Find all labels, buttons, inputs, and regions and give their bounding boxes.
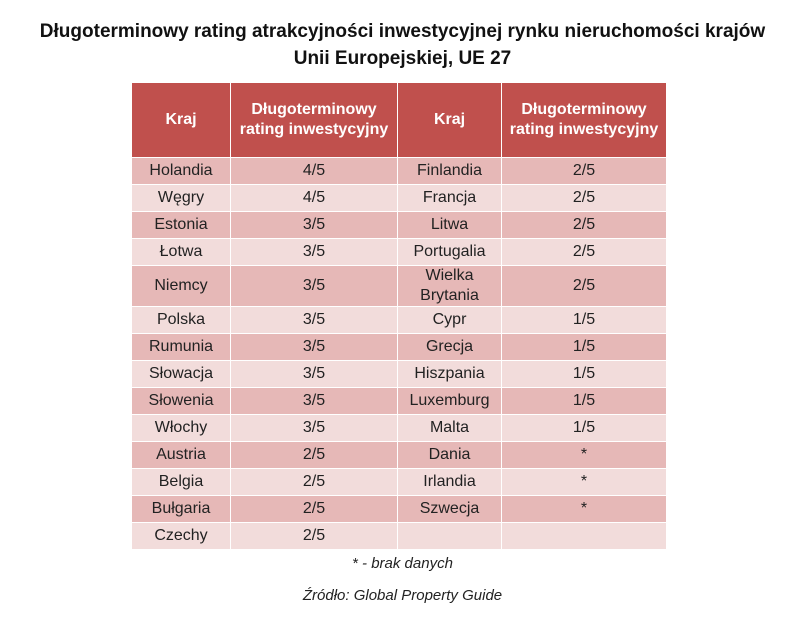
table-row: Bułgaria 2/5 Szwecja * [131, 495, 667, 523]
table-cell: 3/5 [230, 265, 398, 307]
table-cell: Czechy [131, 522, 231, 550]
table-cell: 2/5 [501, 211, 667, 239]
table-row: Estonia 3/5 Litwa 2/5 [131, 211, 667, 239]
table-cell: Bułgaria [131, 495, 231, 523]
table-cell: * [501, 468, 667, 496]
header-row: Kraj Długoterminowy rating inwestycyjny Kr… [131, 82, 667, 158]
table-cell: Cypr [397, 306, 502, 334]
header-cell: Długoterminowy rating inwestycyjny [501, 82, 667, 158]
table-cell: Francja [397, 184, 502, 212]
table-cell: Słowacja [131, 360, 231, 388]
table-cell: 2/5 [501, 238, 667, 266]
table-cell [501, 522, 667, 550]
table-cell: 2/5 [230, 468, 398, 496]
table-cell: 2/5 [230, 441, 398, 469]
table-cell: Portugalia [397, 238, 502, 266]
table-cell: 2/5 [501, 157, 667, 185]
table-row: Węgry 4/5 Francja 2/5 [131, 184, 667, 212]
table-row: Niemcy 3/5 Wielka Brytania 2/5 [131, 265, 667, 307]
source: Źródło: Global Property Guide [302, 587, 503, 604]
table-row: Słowenia 3/5 Luxemburg 1/5 [131, 387, 667, 415]
table-cell: Litwa [397, 211, 502, 239]
table-cell: 3/5 [230, 211, 398, 239]
table-cell: * [501, 441, 667, 469]
table-cell: 1/5 [501, 333, 667, 361]
table-cell: 1/5 [501, 414, 667, 442]
table-cell: Włochy [131, 414, 231, 442]
header-cell: Kraj [131, 82, 231, 158]
table-row: Łotwa 3/5 Portugalia 2/5 [131, 238, 667, 266]
table-cell: 2/5 [501, 265, 667, 307]
table-cell: Szwecja [397, 495, 502, 523]
table-cell: 2/5 [501, 184, 667, 212]
table-row: Włochy 3/5 Malta 1/5 [131, 414, 667, 442]
note: * - brak danych [352, 555, 453, 572]
table-body: Holandia 4/5 Finlandia 2/5 Węgry 4/5 Francja 2/… [131, 157, 667, 550]
table-cell: Austria [131, 441, 231, 469]
table-row: Rumunia 3/5 Grecja 1/5 [131, 333, 667, 361]
table-cell: Wielka Brytania [397, 265, 502, 307]
table-cell: Belgia [131, 468, 231, 496]
table-row: Holandia 4/5 Finlandia 2/5 [131, 157, 667, 185]
header-cell: Długoterminowy rating inwestycyjny [230, 82, 398, 158]
header-cell: Kraj [397, 82, 502, 158]
table-cell: 3/5 [230, 360, 398, 388]
table-cell: 2/5 [230, 522, 398, 550]
table-cell: 2/5 [230, 495, 398, 523]
table-cell: Holandia [131, 157, 231, 185]
table-cell: 1/5 [501, 387, 667, 415]
table-cell: Hiszpania [397, 360, 502, 388]
table-cell: Estonia [131, 211, 231, 239]
table-cell: 1/5 [501, 360, 667, 388]
table-cell: Węgry [131, 184, 231, 212]
table-cell: 3/5 [230, 238, 398, 266]
table-cell: Finlandia [397, 157, 502, 185]
table-cell: Malta [397, 414, 502, 442]
table-cell: Rumunia [131, 333, 231, 361]
rating-table: Kraj Długoterminowy rating inwestycyjny Kr… [131, 82, 667, 550]
table-cell: Grecja [397, 333, 502, 361]
table-cell: Niemcy [131, 265, 231, 307]
table-cell: 3/5 [230, 333, 398, 361]
table-row: Polska 3/5 Cypr 1/5 [131, 306, 667, 334]
table-cell: Łotwa [131, 238, 231, 266]
table-cell: 4/5 [230, 157, 398, 185]
table-cell: 3/5 [230, 387, 398, 415]
table-cell: Luxemburg [397, 387, 502, 415]
table-cell: 4/5 [230, 184, 398, 212]
table-row: Belgia 2/5 Irlandia * [131, 468, 667, 496]
table-cell: Polska [131, 306, 231, 334]
table-cell: Irlandia [397, 468, 502, 496]
table-cell: 1/5 [501, 306, 667, 334]
title: Długoterminowy rating atrakcyjności inwe… [39, 21, 766, 69]
table-cell: 3/5 [230, 306, 398, 334]
table-cell: * [501, 495, 667, 523]
table-cell [397, 522, 502, 550]
table-cell: Słowenia [131, 387, 231, 415]
table-row: Czechy 2/5 [131, 522, 667, 550]
table-row: Słowacja 3/5 Hiszpania 1/5 [131, 360, 667, 388]
table-row: Austria 2/5 Dania * [131, 441, 667, 469]
table-cell: 3/5 [230, 414, 398, 442]
table-cell: Dania [397, 441, 502, 469]
